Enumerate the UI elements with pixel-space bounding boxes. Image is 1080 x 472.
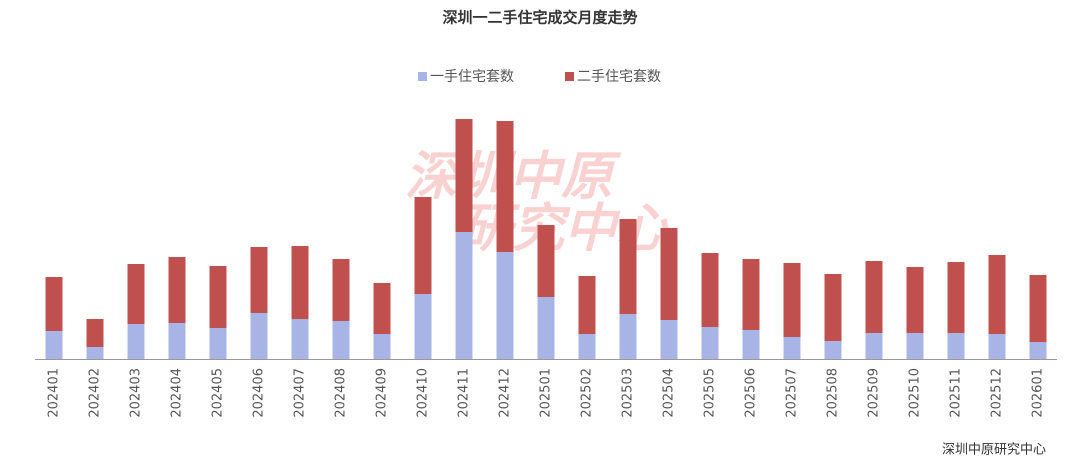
bar-segment	[742, 259, 760, 330]
bar-segment	[578, 276, 596, 334]
bar-segment	[455, 232, 473, 359]
bar-segment	[250, 247, 268, 313]
x-tick-label: 202409	[375, 368, 390, 418]
bar-segment	[783, 263, 801, 337]
bar-segment	[660, 228, 678, 320]
bar-segment	[824, 274, 842, 341]
bar-segment	[332, 259, 350, 321]
bar-segment	[455, 119, 473, 232]
bar-segment	[86, 319, 104, 347]
x-tick-label: 202501	[539, 368, 554, 418]
bar-segment	[619, 219, 637, 314]
x-tick-label: 202411	[457, 368, 472, 418]
bar-segment	[865, 333, 883, 359]
legend-swatch	[418, 72, 427, 81]
bar-segment	[865, 261, 883, 333]
bar-segment	[988, 334, 1006, 359]
bar-segment	[824, 341, 842, 359]
watermark: 深圳中原	[405, 147, 622, 207]
source: 深圳中原研究中心	[942, 443, 1046, 458]
bar-segment	[127, 264, 145, 324]
bar-segment	[209, 266, 227, 328]
x-tick-label: 202407	[293, 368, 308, 418]
bar-segment	[947, 262, 965, 333]
bar-segment	[660, 320, 678, 359]
x-tick-label: 202503	[621, 368, 636, 418]
x-tick-label: 202508	[826, 368, 841, 418]
bar-segment	[45, 277, 63, 331]
bar-segment	[86, 347, 104, 359]
x-tick-label: 202410	[416, 368, 431, 418]
x-tick-label: 202510	[908, 368, 923, 418]
bar-segment	[250, 313, 268, 359]
chart-title: 深圳一二手住宅成交月度走势	[442, 9, 637, 27]
bar-segment	[906, 333, 924, 359]
bar-segment	[906, 267, 924, 333]
bar-segment	[414, 294, 432, 359]
bar-segment	[537, 225, 555, 297]
x-tick-label: 202408	[334, 368, 349, 418]
bar-segment	[291, 246, 309, 319]
bar-segment	[1029, 275, 1047, 342]
x-tick-label: 202405	[211, 368, 226, 418]
legend-label: 一手住宅套数	[430, 69, 514, 85]
x-tick-label: 202601	[1031, 368, 1046, 418]
bar-segment	[783, 337, 801, 359]
bar-segment	[537, 297, 555, 359]
x-tick-label: 202403	[129, 368, 144, 418]
x-tick-label: 202511	[949, 368, 964, 418]
bar-segment	[496, 121, 514, 252]
x-tick-label: 202507	[785, 368, 800, 418]
bar-segment	[578, 334, 596, 359]
x-tick-label: 202506	[744, 368, 759, 418]
bar-segment	[988, 255, 1006, 334]
bar-segment	[373, 283, 391, 334]
x-tick-label: 202404	[170, 368, 185, 418]
x-tick-label: 202502	[580, 368, 595, 418]
x-tick-label: 202402	[88, 368, 103, 418]
bar-segment	[701, 327, 719, 359]
x-tick-label: 202509	[867, 368, 882, 418]
x-tick-label: 202504	[662, 368, 677, 418]
bar-segment	[168, 257, 186, 323]
legend-swatch	[565, 72, 574, 81]
bar-segment	[373, 334, 391, 359]
x-tick-label: 202406	[252, 368, 267, 418]
legend-label: 二手住宅套数	[577, 69, 661, 85]
watermark: 研究中心	[460, 199, 670, 259]
bar-segment	[168, 323, 186, 359]
x-tick-label: 202512	[990, 368, 1005, 418]
bar-segment	[209, 328, 227, 359]
x-tick-label: 202412	[498, 368, 513, 418]
bar-segment	[127, 324, 145, 359]
bar-segment	[947, 333, 965, 359]
bar-segment	[742, 330, 760, 359]
bar-segment	[291, 319, 309, 359]
x-tick-label: 202401	[47, 368, 62, 418]
bar-segment	[619, 314, 637, 359]
bar-segment	[1029, 342, 1047, 359]
bar-segment	[414, 197, 432, 294]
bar-segment	[701, 253, 719, 327]
bar-segment	[45, 331, 63, 359]
bar-segment	[332, 321, 350, 359]
bar-segment	[496, 252, 514, 359]
x-tick-label: 202505	[703, 368, 718, 418]
